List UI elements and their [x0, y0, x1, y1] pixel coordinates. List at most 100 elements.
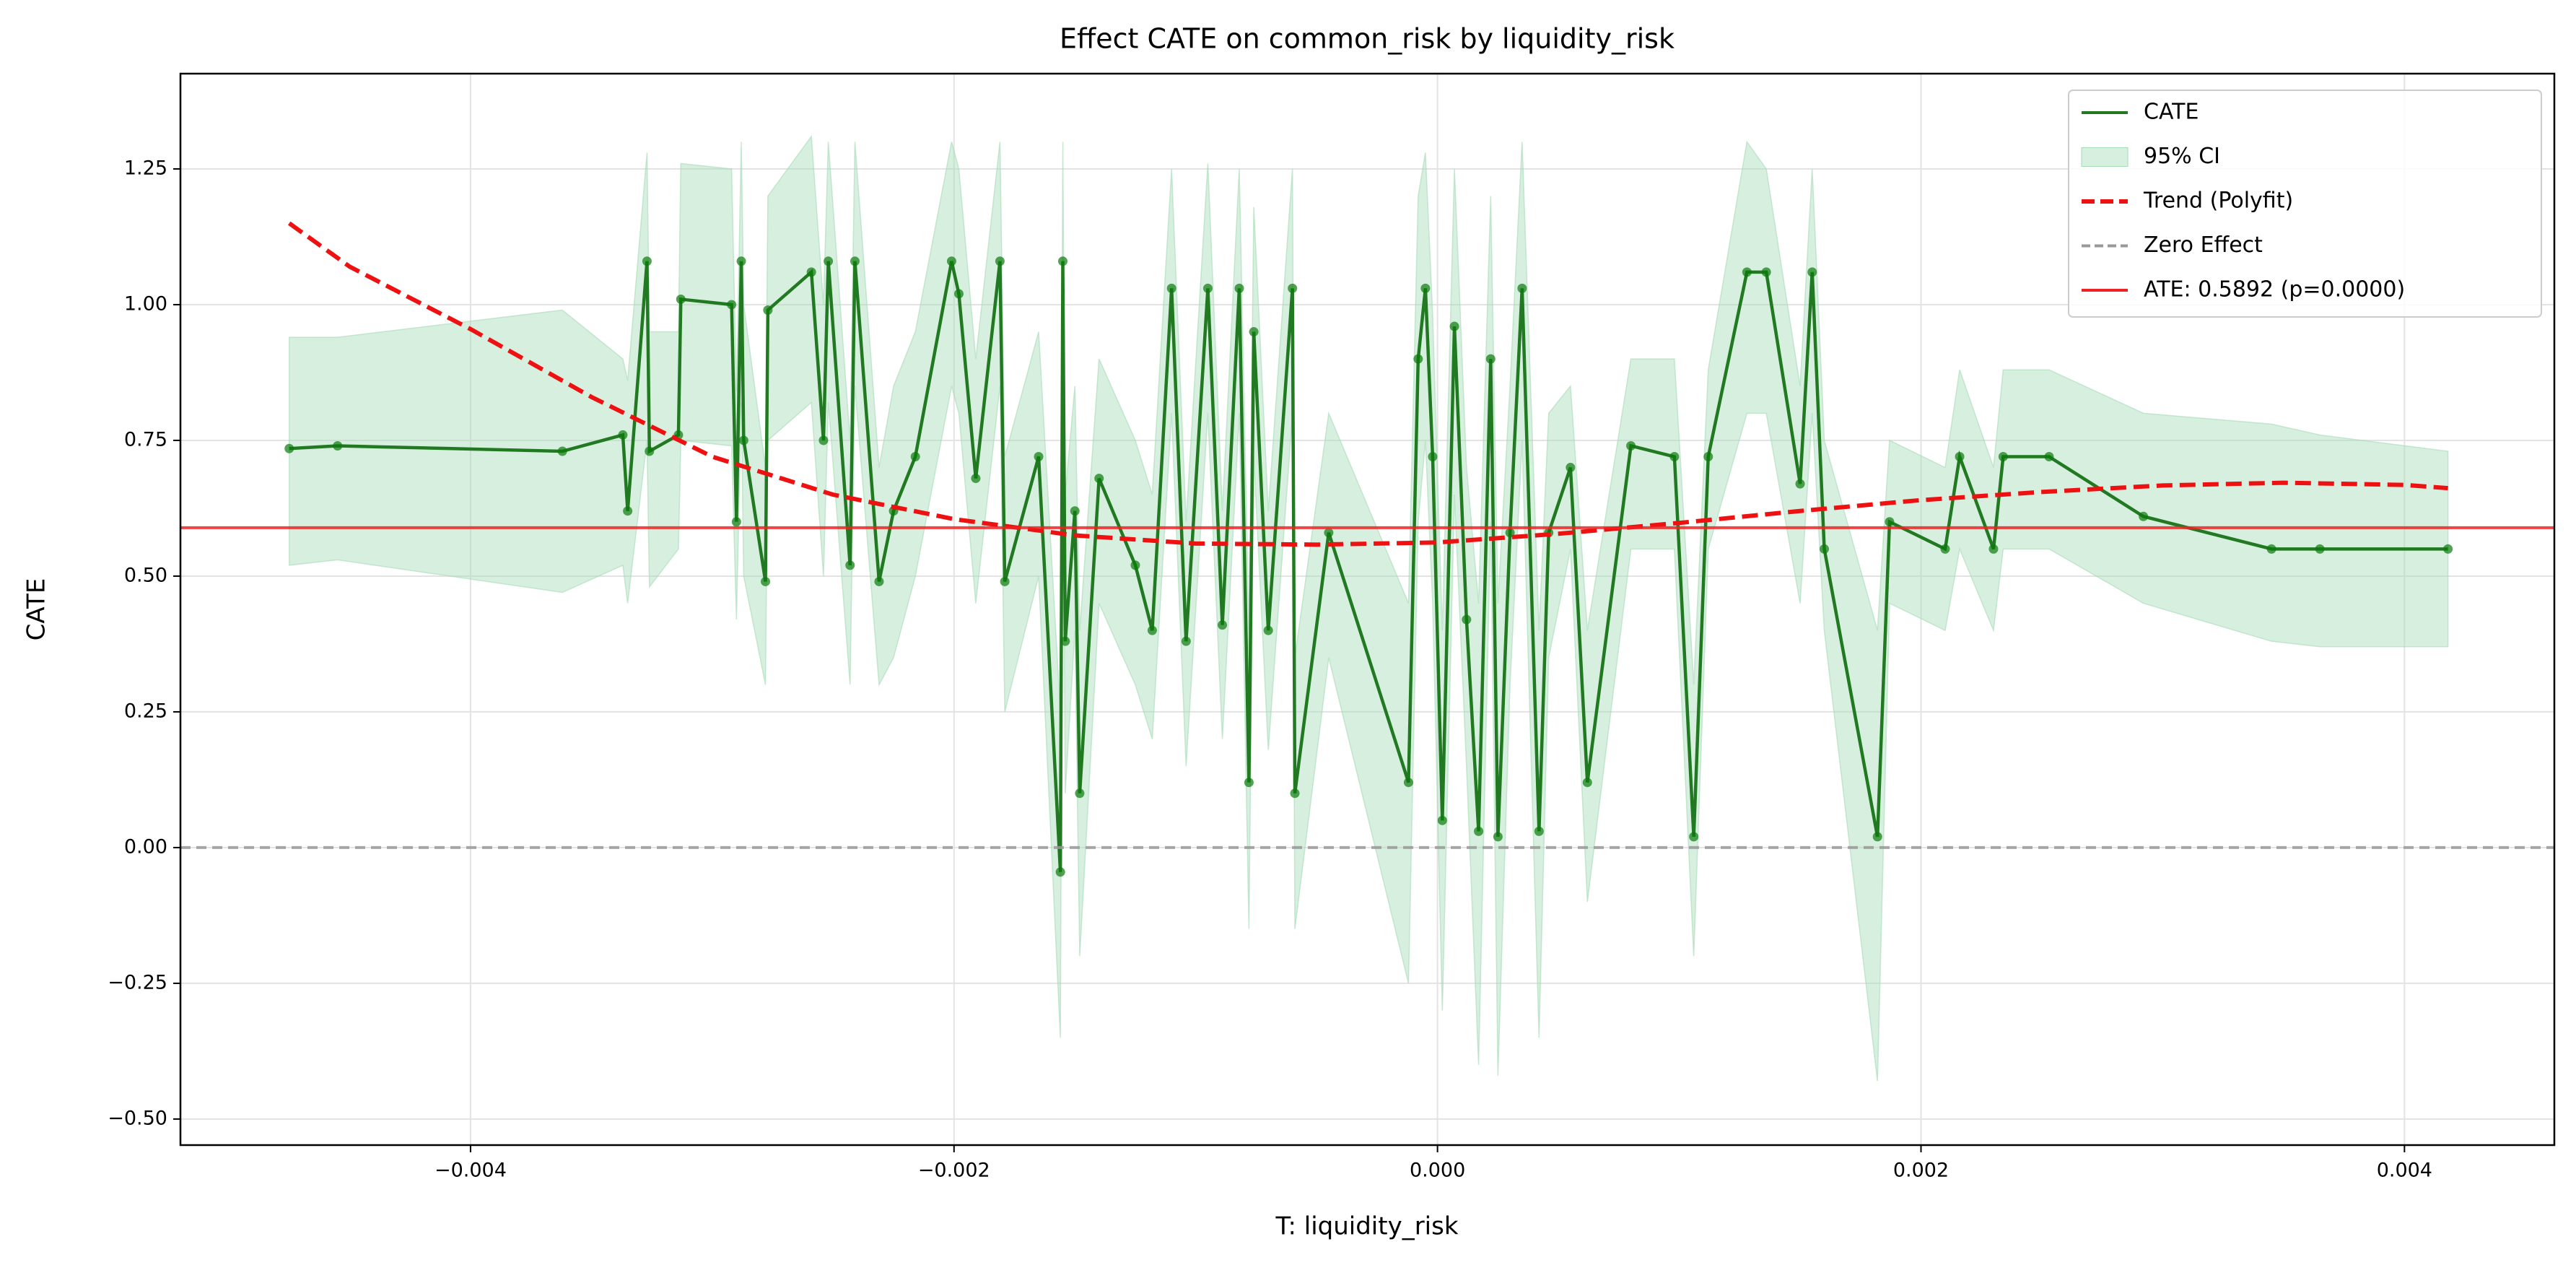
cate-point	[761, 576, 771, 586]
cate-point	[1761, 267, 1771, 277]
cate-point	[1413, 354, 1423, 364]
cate-point	[763, 305, 773, 315]
legend-label: ATE: 0.5892 (p=0.0000)	[2144, 277, 2405, 303]
legend-label: Trend (Polyfit)	[2143, 188, 2293, 214]
cate-point	[1493, 832, 1503, 842]
cate-point	[2443, 544, 2453, 554]
x-tick-label: −0.004	[435, 1160, 507, 1182]
cate-point	[2044, 452, 2054, 462]
cate-point	[1181, 636, 1191, 646]
cate-point	[645, 446, 655, 456]
cate-point	[1689, 832, 1699, 842]
chart-title: Effect CATE on common_risk by liquidity_…	[1060, 23, 1675, 55]
legend-swatch	[2081, 147, 2129, 167]
y-tick-label: 0.75	[124, 428, 167, 451]
cate-point	[2315, 544, 2325, 554]
cate-point	[1202, 283, 1213, 293]
cate-point	[1055, 867, 1065, 877]
legend-label: CATE	[2144, 100, 2199, 125]
cate-point	[1034, 452, 1044, 462]
y-tick-label: 1.00	[124, 292, 167, 315]
cate-point	[1955, 452, 1965, 462]
cate-point	[1263, 625, 1273, 635]
cate-point	[946, 256, 956, 266]
cate-point	[1075, 788, 1085, 799]
cate-point	[1795, 479, 1805, 489]
cate-point	[1420, 283, 1431, 293]
cate-point	[2139, 511, 2149, 521]
cate-point	[971, 474, 981, 484]
cate-point	[1998, 452, 2008, 462]
cate-point	[1244, 778, 1254, 788]
cate-point	[333, 440, 343, 451]
cate-point	[1147, 625, 1157, 635]
cate-point	[1940, 544, 1950, 554]
cate-point	[1234, 283, 1244, 293]
cate-point	[1988, 544, 1999, 554]
plot-frame	[179, 72, 2556, 1147]
legend-box	[2068, 90, 2542, 318]
cate-point	[874, 576, 884, 586]
cate-point	[1462, 614, 1472, 625]
cate-point	[1807, 267, 1817, 277]
cate-point	[1703, 452, 1713, 462]
cate-point	[1218, 620, 1228, 630]
x-tick-label: 0.000	[1410, 1160, 1465, 1182]
x-tick-label: 0.004	[2377, 1160, 2432, 1182]
trend-line	[287, 221, 2448, 547]
cate-point	[1000, 576, 1010, 586]
cate-point	[1474, 826, 1484, 836]
cate-point	[1885, 517, 1895, 527]
y-tick-label: −0.25	[108, 971, 167, 993]
cate-point	[806, 267, 816, 277]
cate-point	[824, 256, 834, 266]
cate-point	[284, 443, 294, 453]
cate-point	[1290, 788, 1300, 799]
x-tick-label: 0.002	[1893, 1160, 1949, 1182]
cate-point	[845, 560, 855, 570]
cate-point	[850, 256, 860, 266]
cate-point	[736, 256, 746, 266]
y-tick-label: 1.25	[124, 157, 167, 179]
cate-point	[1437, 815, 1447, 825]
cate-point	[2266, 544, 2276, 554]
y-axis-label: CATE	[22, 578, 51, 641]
cate-point	[1428, 452, 1438, 462]
cate-point	[818, 435, 829, 445]
cate-point	[623, 506, 633, 516]
cate-point	[1166, 283, 1176, 293]
cate-point	[557, 446, 567, 456]
cate-point	[1060, 636, 1070, 646]
cate-point	[1626, 440, 1636, 451]
cate-point	[1449, 321, 1459, 331]
y-tick-label: 0.50	[124, 564, 167, 586]
cate-point	[910, 452, 920, 462]
cate-point	[1566, 463, 1576, 473]
cate-point	[1249, 327, 1259, 337]
cate-point	[1517, 283, 1527, 293]
cate-point	[1288, 283, 1298, 293]
cate-point	[1094, 474, 1104, 484]
cate-point	[727, 300, 737, 310]
cate-point	[676, 294, 686, 304]
cate-point	[1534, 826, 1544, 836]
x-axis-label: T: liquidity_risk	[1275, 1212, 1458, 1241]
legend-label: Zero Effect	[2144, 232, 2263, 258]
x-tick-label: −0.002	[918, 1160, 990, 1182]
cate-point	[1872, 832, 1882, 842]
cate-point	[1669, 452, 1680, 462]
cate-point	[618, 430, 628, 440]
y-tick-label: 0.00	[124, 835, 167, 858]
cate-point	[1403, 778, 1413, 788]
cate-point	[1485, 354, 1496, 364]
cate-line	[289, 261, 2448, 872]
cate-point	[995, 256, 1005, 266]
cate-point	[738, 435, 748, 445]
cate-point	[731, 517, 741, 527]
y-tick-label: −0.50	[108, 1107, 167, 1129]
y-tick-label: 0.25	[124, 700, 167, 722]
cate-point	[1070, 506, 1080, 516]
cate-point	[1130, 560, 1140, 570]
cate-point	[953, 289, 964, 299]
